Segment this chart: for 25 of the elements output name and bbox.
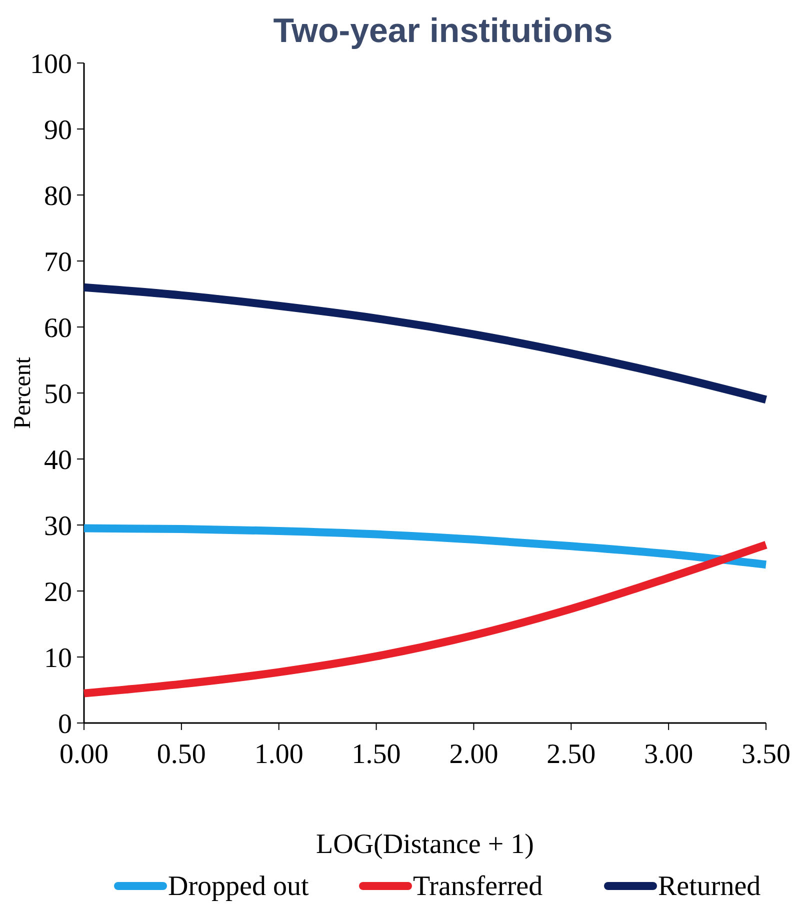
x-tick-label: 1.00: [254, 739, 304, 770]
y-tick-label: 50: [44, 378, 72, 410]
chart-title: Two-year institutions: [273, 12, 613, 50]
y-tick-label: 20: [44, 576, 72, 608]
y-tick-label: 70: [44, 246, 72, 278]
y-axis-title: Percent: [10, 356, 36, 429]
legend-label: Returned: [658, 871, 761, 902]
x-tick-label: 3.00: [644, 739, 694, 770]
y-tick-label: 40: [44, 444, 72, 476]
x-axis-title: LOG(Distance + 1): [316, 829, 534, 860]
x-tick-label: 3.50: [742, 739, 790, 770]
legend-label: Transferred: [413, 871, 543, 902]
x-tick-label: 2.50: [546, 739, 596, 770]
y-tick-label: 60: [44, 312, 72, 344]
y-tick-label: 100: [30, 48, 72, 80]
x-tick-label: 0.00: [60, 739, 108, 770]
x-tick-label: 1.50: [352, 739, 401, 770]
y-tick-label: 0: [58, 708, 72, 740]
y-tick-label: 10: [44, 642, 72, 674]
x-tick-label: 0.50: [156, 739, 206, 770]
y-tick-label: 30: [44, 510, 72, 542]
x-tick-label: 2.00: [449, 739, 498, 770]
legend-label: Dropped out: [168, 871, 309, 902]
y-tick-label: 80: [44, 180, 72, 212]
y-tick-label: 90: [44, 114, 72, 146]
